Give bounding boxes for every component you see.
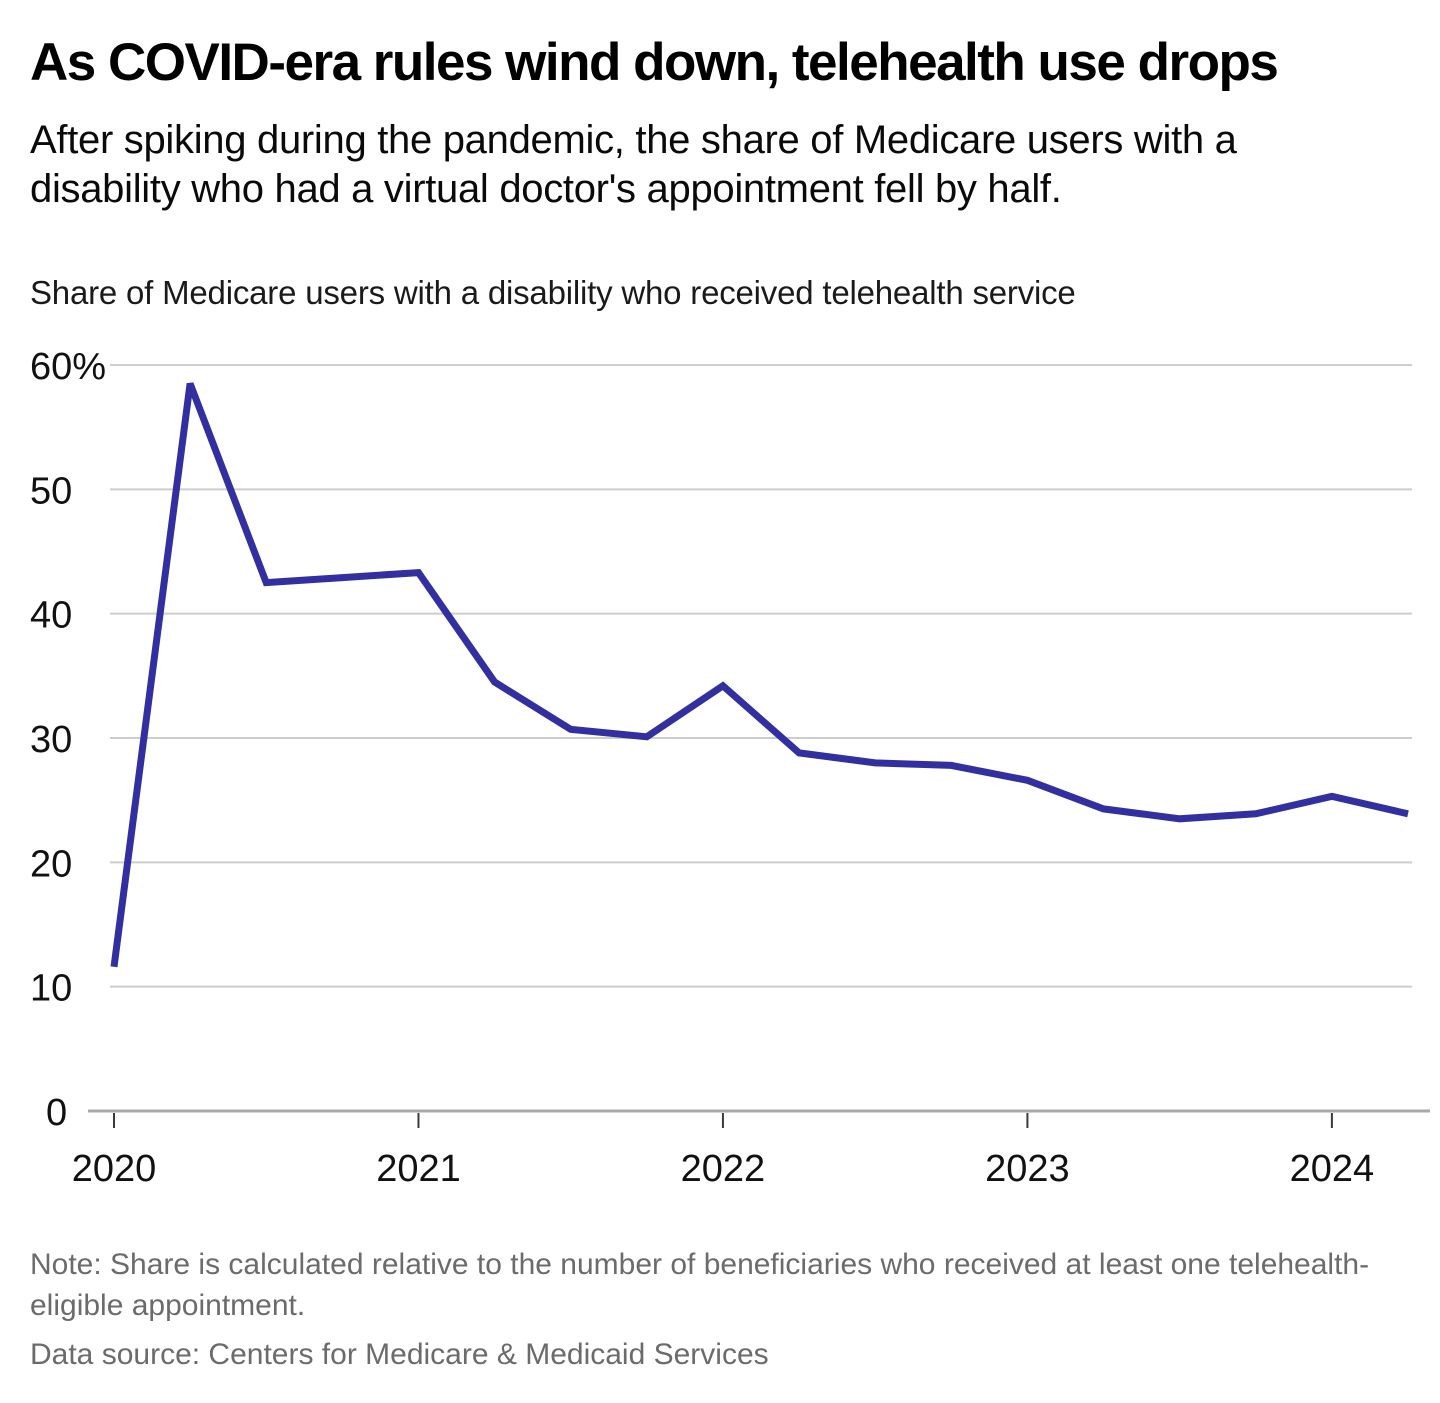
x-axis-label: 2020: [72, 1148, 157, 1190]
data-source: Data source: Centers for Medicare & Medi…: [30, 1338, 769, 1371]
telehealth-share-line: [110, 382, 1409, 968]
chart-title: As COVID-era rules wind down, telehealth…: [30, 33, 1279, 92]
footnote: Note: Share is calculated relative to th…: [30, 1248, 1370, 1323]
y-axis-description: Share of Medicare users with a disabilit…: [30, 274, 1076, 311]
x-axis-label: 2024: [1290, 1148, 1375, 1190]
x-axis-label: 2023: [985, 1148, 1070, 1190]
y-axis-label: 20: [30, 843, 72, 885]
y-axis-label: 60%: [30, 346, 106, 388]
y-axis-label: 50: [30, 470, 72, 512]
y-axis-label: 0: [46, 1092, 67, 1134]
x-axis-label: 2021: [376, 1148, 461, 1190]
y-axis-label: 30: [30, 719, 72, 761]
chart-subtitle: After spiking during the pandemic, the s…: [30, 118, 1237, 211]
x-axis-label: 2022: [681, 1148, 766, 1190]
y-axis-label: 10: [30, 968, 72, 1010]
y-axis-label: 40: [30, 595, 72, 637]
